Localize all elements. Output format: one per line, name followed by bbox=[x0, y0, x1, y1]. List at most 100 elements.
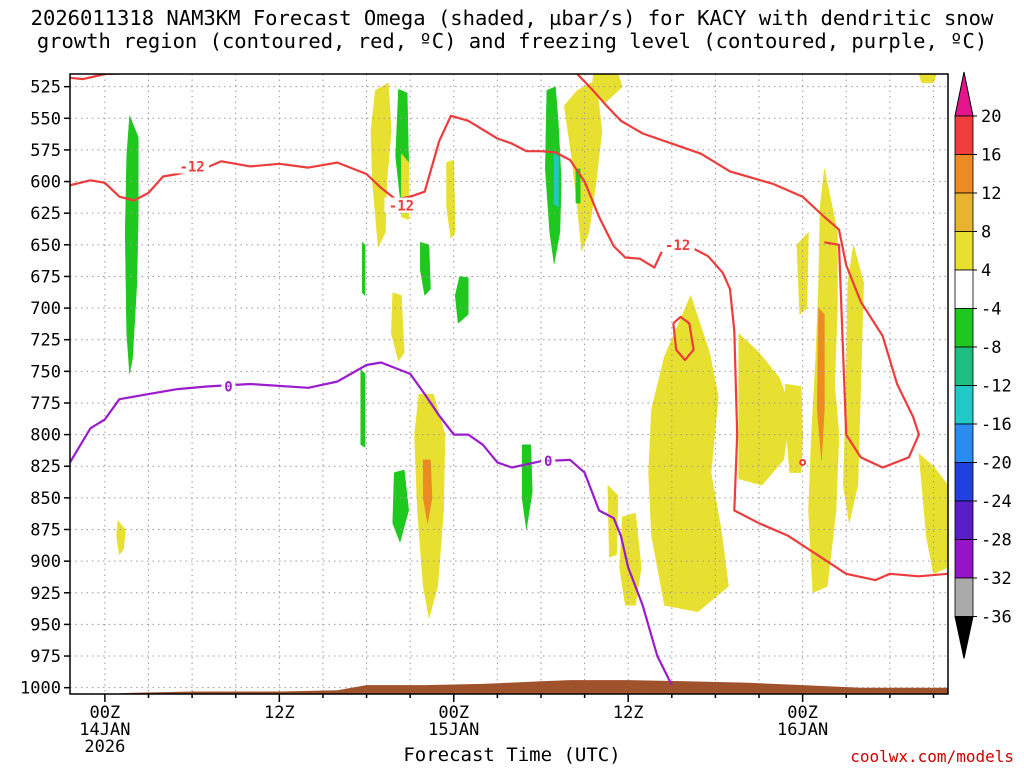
dgz-label-2-bg bbox=[384, 197, 419, 213]
colorbar-swatch-7 bbox=[954, 385, 974, 425]
dgz-contour-2 bbox=[70, 74, 135, 81]
terrain-ground bbox=[70, 680, 948, 694]
dgz-contour-small bbox=[799, 458, 807, 466]
dgz-label-3-bg bbox=[660, 236, 695, 252]
ytick-label-550: 550 bbox=[30, 109, 61, 129]
colorbar-label-3: 8 bbox=[981, 223, 991, 243]
colorbar-swatch-0 bbox=[954, 115, 974, 155]
colorbar-label-0: 20 bbox=[981, 107, 1001, 127]
omega-region-17 bbox=[553, 153, 559, 208]
ytick-label-875: 875 bbox=[30, 521, 61, 541]
freezing-level-line bbox=[70, 361, 673, 686]
ytick-label-575: 575 bbox=[30, 141, 61, 161]
colorbar-swatch-2 bbox=[954, 192, 974, 232]
ytick-label-525: 525 bbox=[30, 78, 61, 98]
omega-region-13 bbox=[422, 459, 433, 524]
colorbar-swatch-11 bbox=[954, 539, 974, 579]
ytick-label-625: 625 bbox=[30, 204, 61, 224]
dgz-label-3: -12 bbox=[665, 238, 690, 254]
xtick-label-48-0: 00Z bbox=[787, 703, 818, 723]
plot-frame bbox=[69, 73, 949, 695]
colorbar-swatch-12 bbox=[954, 577, 974, 617]
ytick-label-825: 825 bbox=[30, 457, 61, 477]
xtick-label-0-1: 14JAN bbox=[79, 720, 130, 740]
contour-labels: -12 -12 -12 0 0 bbox=[175, 158, 695, 470]
colorbar-label-2: 12 bbox=[981, 184, 1001, 204]
colorbar-label-9: -20 bbox=[981, 454, 1012, 474]
dgz-label-2: -12 bbox=[389, 199, 414, 215]
terrain-layer bbox=[70, 680, 948, 694]
colorbar: 20 16 12 8 4 -4 -8 -12 -16 -20 -24 -28 -32 -36 bbox=[954, 71, 1012, 659]
frz-label-1-bg bbox=[221, 378, 236, 394]
colorbar-swatch-5 bbox=[954, 308, 974, 348]
frz-label-2-bg bbox=[541, 453, 556, 469]
chart-title-line-2: growth region (contoured, red, ºC) and f… bbox=[36, 29, 988, 53]
ytick-label-700: 700 bbox=[30, 299, 61, 319]
colorbar-label-11: -28 bbox=[981, 531, 1012, 551]
colorbar-label-1: 16 bbox=[981, 146, 1001, 166]
xtick-label-24-1: 15JAN bbox=[428, 720, 479, 740]
colorbar-bottom-arrow bbox=[954, 616, 974, 659]
colorbar-top-arrow bbox=[954, 71, 974, 117]
x-axis-title: Forecast Time (UTC) bbox=[403, 744, 621, 766]
omega-region-11 bbox=[392, 469, 409, 544]
ytick-label-775: 775 bbox=[30, 394, 61, 414]
omega-region-19 bbox=[607, 484, 619, 558]
colorbar-swatch-3 bbox=[954, 231, 974, 271]
colorbar-swatch-8 bbox=[954, 423, 974, 463]
ytick-label-925: 925 bbox=[30, 584, 61, 604]
ytick-label-800: 800 bbox=[30, 426, 61, 446]
ytick-label-725: 725 bbox=[30, 331, 61, 351]
ytick-label-675: 675 bbox=[30, 267, 61, 287]
dgz-contour-3 bbox=[576, 74, 921, 469]
omega-region-25 bbox=[816, 307, 825, 460]
omega-region-30 bbox=[918, 74, 937, 84]
omega-region-14 bbox=[521, 444, 533, 530]
ytick-label-650: 650 bbox=[30, 236, 61, 256]
ytick-label-975: 975 bbox=[30, 647, 61, 667]
ytick-label-850: 850 bbox=[30, 489, 61, 509]
plot-background bbox=[70, 74, 948, 694]
ytick-label-900: 900 bbox=[30, 552, 61, 572]
omega-region-18 bbox=[575, 168, 581, 204]
omega-region-15 bbox=[545, 86, 562, 264]
omega-shading-layer bbox=[116, 74, 948, 619]
xtick-label-48-1: 16JAN bbox=[777, 720, 828, 740]
omega-region-28 bbox=[918, 453, 948, 575]
omega-region-3 bbox=[454, 276, 469, 324]
credit-text: coolwx.com/models bbox=[850, 747, 1014, 766]
frz-label-2: 0 bbox=[544, 454, 552, 470]
ytick-label-1000: 1000 bbox=[20, 679, 61, 699]
colorbar-label-13: -36 bbox=[981, 608, 1012, 628]
omega-region-21 bbox=[648, 294, 729, 613]
frz-label-1: 0 bbox=[224, 380, 232, 396]
omega-region-4 bbox=[370, 82, 392, 249]
colorbar-label-10: -24 bbox=[981, 492, 1012, 512]
colorbar-label-5: -4 bbox=[981, 300, 1001, 320]
colorbar-swatch-9 bbox=[954, 462, 974, 502]
freezing-level-contour bbox=[70, 361, 673, 686]
omega-region-9 bbox=[391, 292, 405, 362]
ytick-label-750: 750 bbox=[30, 362, 61, 382]
ytick-label-600: 600 bbox=[30, 173, 61, 193]
xtick-label-24-0: 00Z bbox=[438, 703, 469, 723]
omega-region-2 bbox=[116, 520, 126, 556]
colorbar-label-6: -8 bbox=[981, 338, 1001, 358]
omega-region-10 bbox=[360, 368, 366, 448]
colorbar-swatch-10 bbox=[954, 500, 974, 540]
omega-region-8 bbox=[361, 241, 366, 296]
dgz-label-1: -12 bbox=[179, 159, 204, 175]
colorbar-label-4: 4 bbox=[981, 261, 991, 281]
ytick-label-950: 950 bbox=[30, 615, 61, 635]
omega-region-27 bbox=[784, 383, 803, 473]
colorbar-label-12: -32 bbox=[981, 569, 1012, 589]
dgz-label-1-bg bbox=[175, 158, 210, 174]
xtick-label-0-0: 00Z bbox=[90, 703, 121, 723]
pressure-axis: 525 550 575 600 625 650 675 700 725 750 775 800 825 8… bbox=[20, 78, 70, 699]
xtick-label-0-2: 2026 bbox=[84, 737, 125, 757]
chart-title-line-1: 2026011318 NAM3KM Forecast Omega (shaded… bbox=[30, 6, 994, 30]
colorbar-swatch-6 bbox=[954, 346, 974, 386]
colorbar-swatch-4 bbox=[954, 269, 974, 309]
